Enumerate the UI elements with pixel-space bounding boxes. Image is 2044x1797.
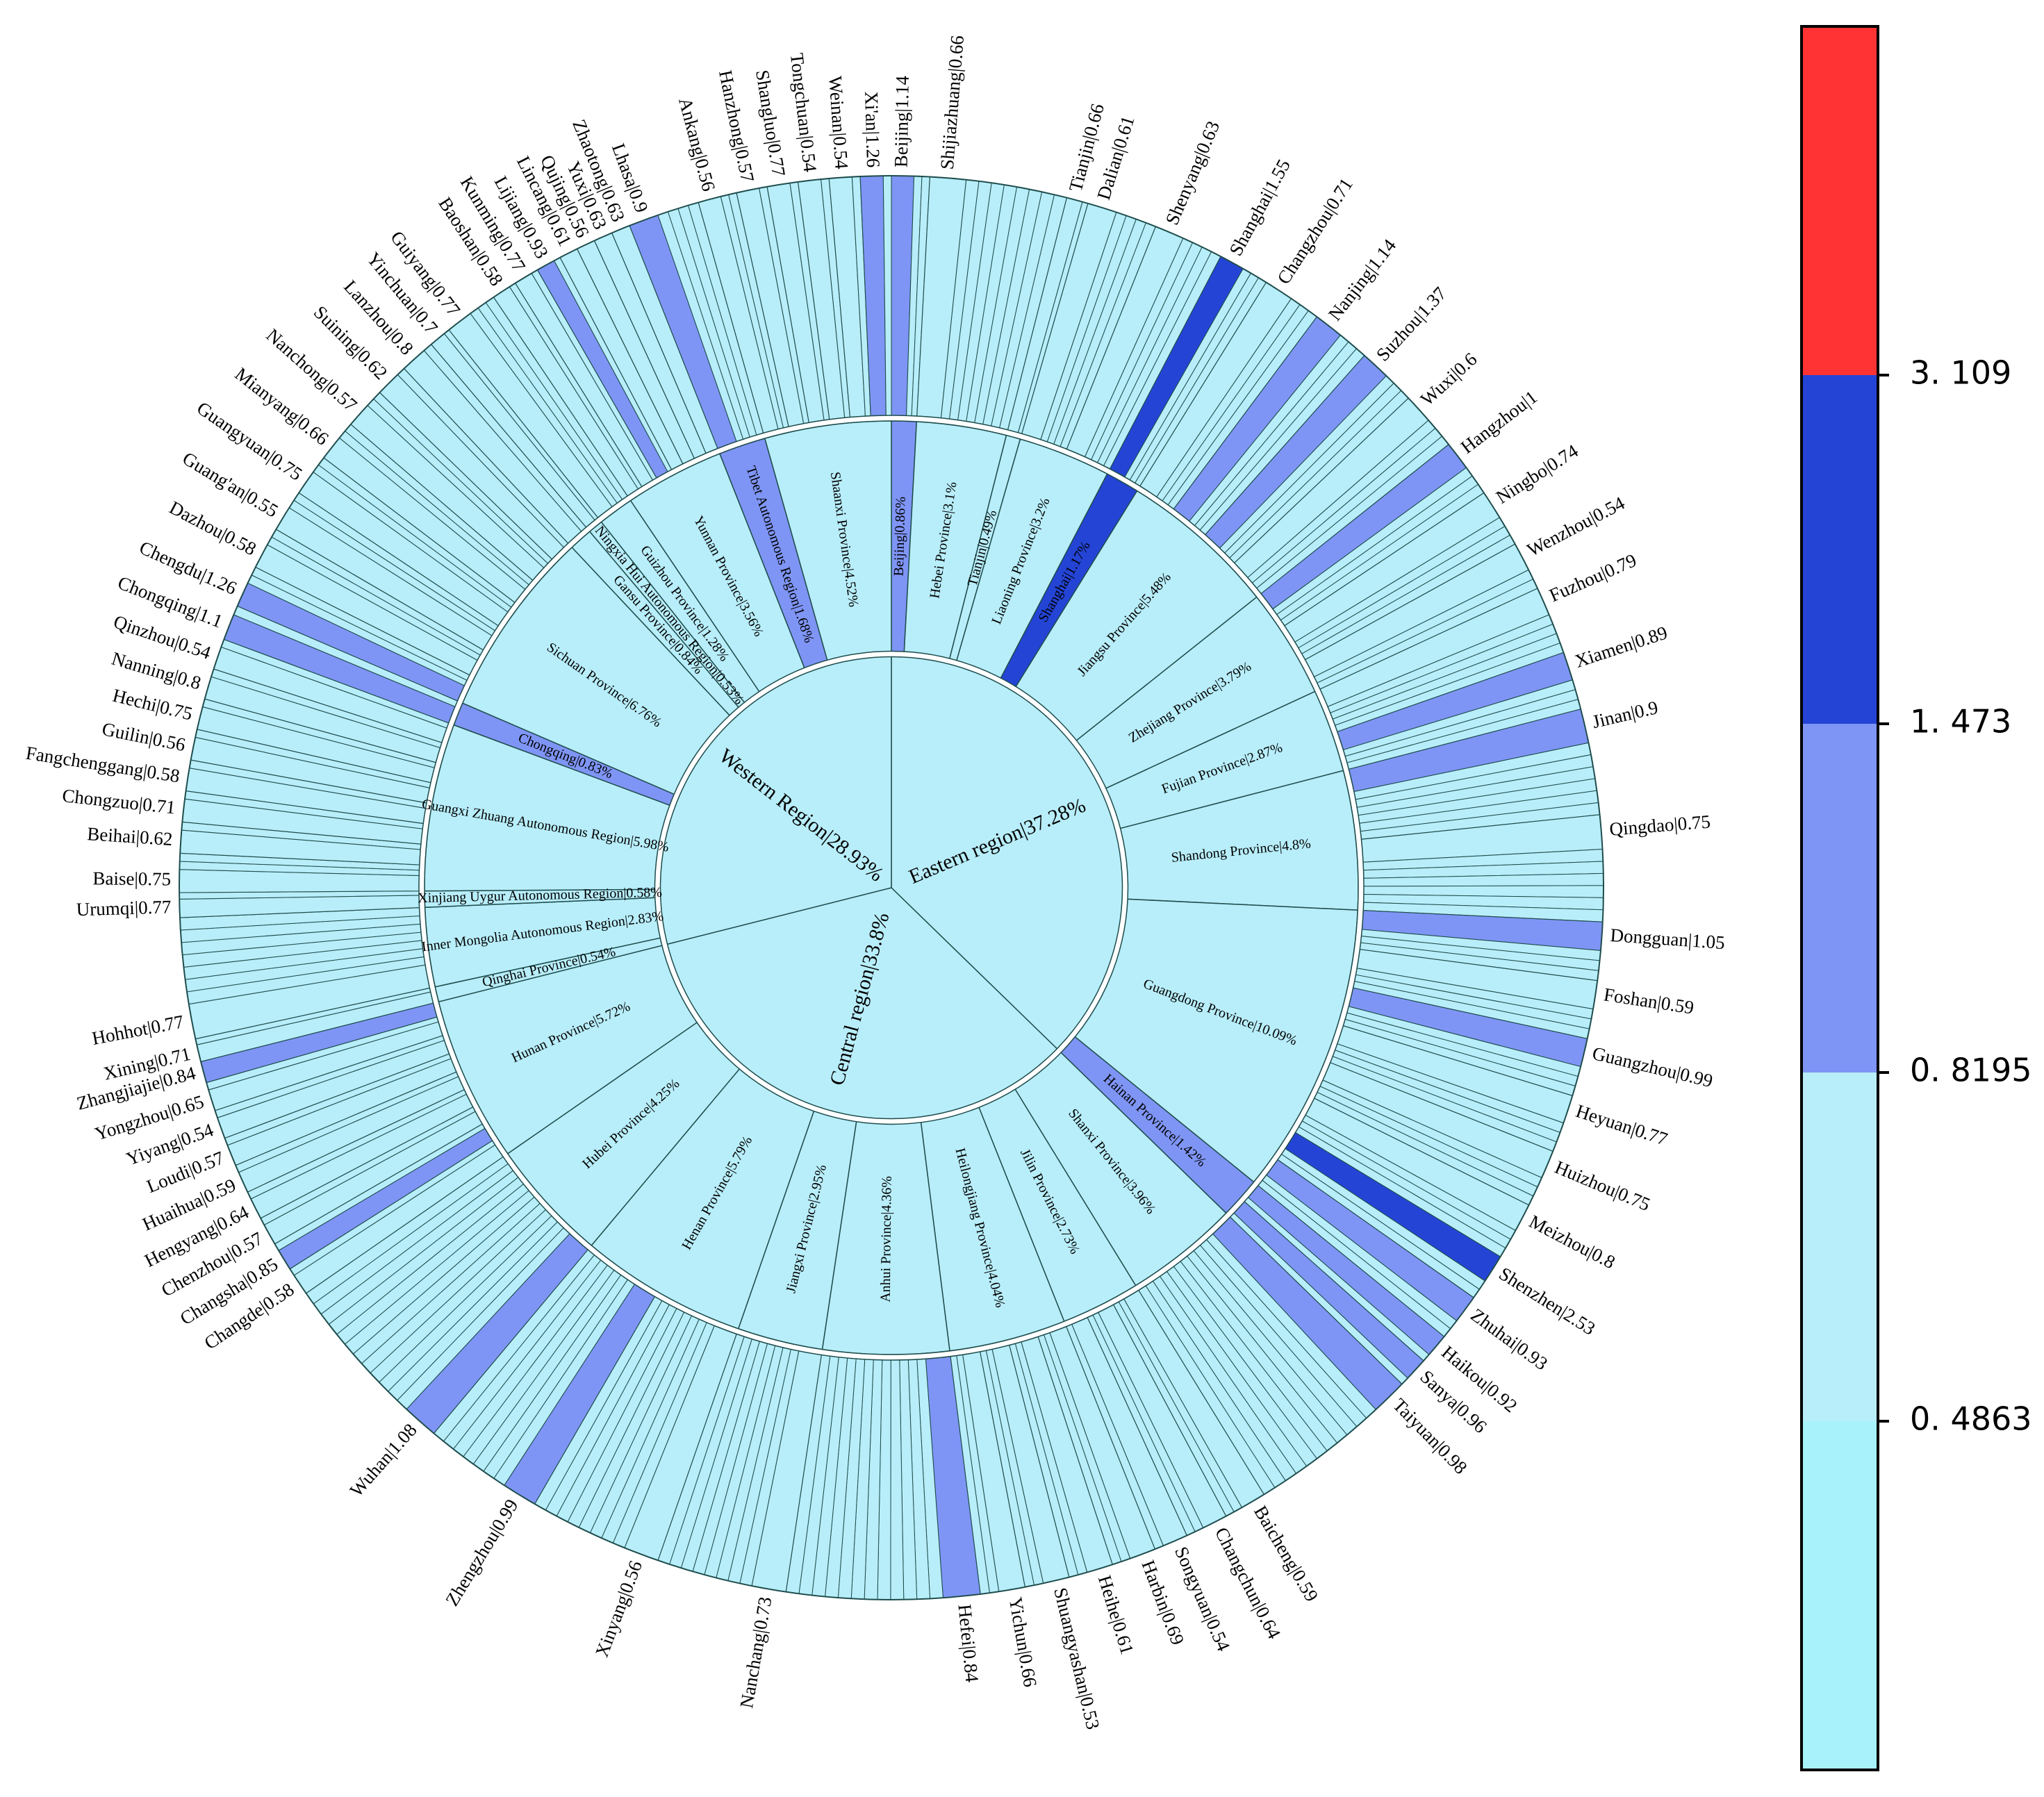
city-label-chongzuo: Chongzuo|0.71	[61, 785, 176, 818]
city-label-foshan: Foshan|0.59	[1602, 984, 1695, 1018]
city-label-shangluo: Shangluo|0.77	[752, 69, 789, 178]
city-label-hohhot: Hohhot|0.77	[90, 1011, 186, 1049]
city-label-ningbo: Ningbo|0.74	[1492, 440, 1582, 508]
city-label-zhuhai: Zhuhai|0.93	[1467, 1305, 1551, 1375]
city-label-wenzhou: Wenzhou|0.54	[1524, 492, 1629, 561]
city-label-dongguan: Dongguan|1.05	[1610, 925, 1726, 953]
ring-edge-outer-1	[418, 415, 1365, 1361]
city-label-beihai: Beihai|0.62	[87, 823, 174, 850]
city-label-heihe: Heihe|0.61	[1094, 1573, 1138, 1657]
colorbar-tick-label: 0. 8195	[1910, 1052, 2032, 1089]
city-label-hanzhong: Hanzhong|0.57	[715, 68, 758, 183]
outer-ring-edge	[179, 175, 1604, 1600]
city-label-wuxi: Wuxi|0.6	[1417, 349, 1481, 410]
city-label-dazhou: Dazhou|0.58	[166, 497, 260, 559]
city-label-hangzhou: Hangzhou|1	[1457, 386, 1541, 458]
province-label-beijing: Beijing|0.86%	[891, 497, 909, 577]
city-label-shenyang: Shenyang|0.63	[1162, 118, 1224, 228]
city-label-beijing: Beijing|1.14	[891, 75, 913, 167]
city-label-changzhou: Changzhou|0.71	[1273, 174, 1357, 288]
city-label-heyuan: Heyuan|0.77	[1574, 1100, 1670, 1150]
colorbar-band-0	[1802, 1421, 1878, 1770]
city-label-wuhan: Wuhan|1.08	[346, 1420, 421, 1501]
city-label-xiamen: Xiamen|0.89	[1572, 622, 1670, 671]
city-label-meizhou: Meizhou|0.8	[1526, 1211, 1619, 1273]
city-label-nanchang: Nanchang|0.73	[736, 1595, 775, 1709]
city-label-xi-an: Xi'an|1.26	[861, 91, 884, 168]
city-label-suzhou: Suzhou|1.37	[1372, 283, 1451, 365]
city-label-shijiazhuang: Shijiazhuang|0.66	[937, 35, 968, 170]
colorbar: 0. 4863 0. 8195 1. 473 3. 109	[1800, 25, 2032, 1771]
city-label-shuangyashan: Shuangyashan|0.53	[1050, 1586, 1103, 1732]
ring-gap-0	[655, 652, 1128, 1124]
city-label-ankang: Ankang|0.56	[675, 95, 719, 193]
city-label-nanjing: Nanjing|1.14	[1324, 235, 1401, 324]
colorbar-band-3	[1802, 375, 1878, 724]
city-label-guangzhou: Guangzhou|0.99	[1590, 1043, 1715, 1091]
ring-gap-1	[419, 415, 1364, 1360]
city-label-jinan: Jinan|0.9	[1590, 697, 1660, 732]
city-label-xinyang: Xinyang|0.56	[591, 1558, 646, 1660]
colorbar-frame	[1800, 25, 1879, 1771]
city-label-weinan: Weinan|0.54	[825, 75, 852, 170]
city-label-hechi: Hechi|0.75	[110, 685, 195, 724]
ring-edge-inner-0	[659, 656, 1123, 1120]
colorbar-band-1	[1802, 1073, 1878, 1421]
colorbar-tick-label: 0. 4863	[1910, 1400, 2032, 1438]
ring-edge-inner-1	[424, 420, 1359, 1355]
city-label-fuzhou: Fuzhou|0.79	[1546, 549, 1639, 606]
city-label-qingdao: Qingdao|0.75	[1608, 811, 1711, 840]
city-label-baise: Baise|0.75	[92, 868, 171, 889]
city-label-hefei: Hefei|0.84	[954, 1603, 982, 1684]
city-label-guilin: Guilin|0.56	[100, 718, 187, 755]
province-label-anhui-province: Anhui Province|4.36%	[878, 1176, 895, 1302]
city-label-zhengzhou: Zhengzhou|0.99	[441, 1496, 522, 1609]
city-label-yichun: Yichun|0.66	[1005, 1596, 1041, 1689]
city-label-huizhou: Huizhou|0.75	[1552, 1157, 1654, 1215]
ring-edge-outer-0	[654, 650, 1129, 1125]
colorbar-band-2	[1802, 724, 1878, 1073]
colorbar-band-4	[1802, 26, 1878, 375]
city-label-tongchuan: Tongchuan|0.54	[786, 52, 821, 174]
wedges-layer	[179, 175, 1604, 1600]
colorbar-tick-label: 3. 109	[1910, 354, 2011, 392]
city-label-shanghai: Shanghai|1.55	[1225, 156, 1294, 259]
city-label-urumqi: Urumqi|0.77	[76, 896, 171, 920]
colorbar-tick-label: 1. 473	[1910, 703, 2011, 740]
